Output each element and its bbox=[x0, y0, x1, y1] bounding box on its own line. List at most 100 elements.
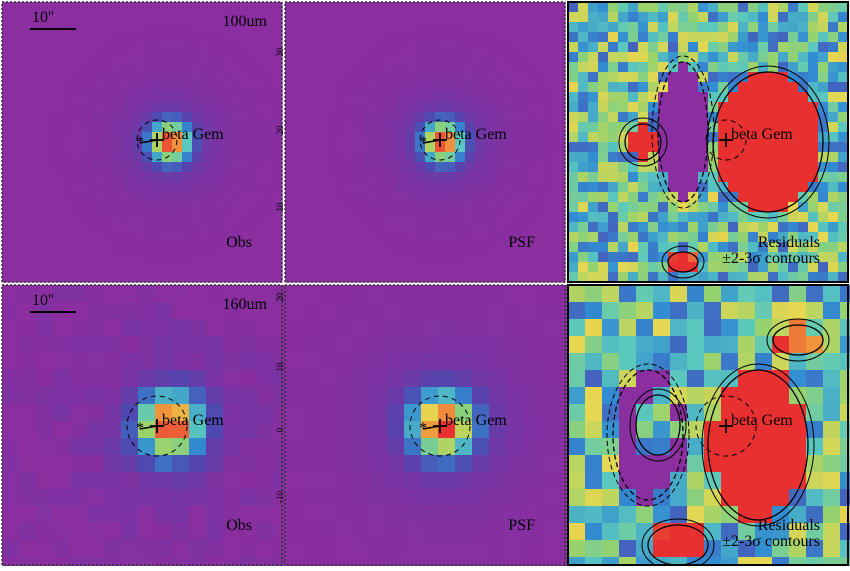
pixel bbox=[53, 370, 71, 388]
pixel bbox=[495, 62, 506, 73]
pixel bbox=[818, 122, 829, 133]
pixel bbox=[619, 438, 637, 456]
pixel bbox=[808, 142, 819, 153]
pixel bbox=[670, 285, 688, 303]
pixel bbox=[545, 62, 556, 73]
pixel bbox=[455, 222, 466, 233]
pixel bbox=[405, 182, 416, 193]
pixel bbox=[728, 122, 739, 133]
pixel bbox=[252, 262, 263, 273]
pixel bbox=[728, 162, 739, 173]
pixel bbox=[53, 285, 71, 303]
pixel bbox=[365, 162, 376, 173]
pixel bbox=[223, 353, 241, 371]
position-cross bbox=[719, 419, 733, 433]
pixel bbox=[142, 232, 153, 243]
pixel bbox=[162, 272, 173, 283]
pixel bbox=[72, 2, 83, 13]
pixel bbox=[598, 202, 609, 213]
pixel bbox=[302, 302, 320, 320]
pixel bbox=[798, 122, 809, 133]
pixel bbox=[305, 272, 316, 283]
pixel bbox=[232, 42, 243, 53]
pixel bbox=[325, 212, 336, 223]
pixel bbox=[405, 112, 416, 123]
pixel bbox=[838, 72, 849, 83]
pixel bbox=[445, 112, 456, 123]
pixel bbox=[223, 336, 241, 354]
pixel bbox=[319, 353, 337, 371]
pixel bbox=[445, 252, 456, 263]
pixel bbox=[385, 42, 396, 53]
pixel bbox=[104, 540, 122, 558]
pixel bbox=[608, 22, 619, 33]
pixel bbox=[387, 370, 405, 388]
pixel bbox=[721, 540, 739, 558]
pixel bbox=[121, 489, 139, 507]
pixel bbox=[515, 222, 526, 233]
pixel bbox=[112, 262, 123, 273]
pixel bbox=[122, 32, 133, 43]
pixel bbox=[758, 62, 769, 73]
pixel bbox=[668, 162, 679, 173]
pixel bbox=[568, 182, 579, 193]
pixel bbox=[618, 72, 629, 83]
pixel bbox=[638, 162, 649, 173]
pixel bbox=[618, 232, 629, 243]
pixel bbox=[206, 421, 224, 439]
pixel bbox=[525, 232, 536, 243]
pixel bbox=[818, 262, 829, 273]
pixel bbox=[455, 540, 473, 558]
pixel bbox=[223, 404, 241, 422]
pixel bbox=[798, 172, 809, 183]
pixel bbox=[668, 12, 679, 23]
pixel bbox=[202, 52, 213, 63]
pixel bbox=[704, 370, 722, 388]
pixel bbox=[262, 152, 273, 163]
pixel bbox=[104, 319, 122, 337]
pixel bbox=[704, 387, 722, 405]
pixel bbox=[778, 132, 789, 143]
pixel bbox=[162, 12, 173, 23]
pixel bbox=[319, 404, 337, 422]
pixel bbox=[262, 42, 273, 53]
pixel bbox=[653, 421, 671, 439]
pixel bbox=[182, 202, 193, 213]
pixel bbox=[818, 32, 829, 43]
pixel bbox=[52, 202, 63, 213]
pixel bbox=[325, 72, 336, 83]
pixel bbox=[404, 455, 422, 473]
pixel bbox=[355, 182, 366, 193]
pixel bbox=[22, 162, 33, 173]
pixel bbox=[465, 42, 476, 53]
pixel bbox=[678, 132, 689, 143]
pixel bbox=[495, 242, 506, 253]
pixel bbox=[823, 438, 841, 456]
pixel bbox=[515, 12, 526, 23]
pixel bbox=[252, 252, 263, 263]
pixel bbox=[302, 523, 320, 541]
pixel bbox=[325, 162, 336, 173]
pixel bbox=[608, 132, 619, 143]
pixel bbox=[32, 52, 43, 63]
pixel bbox=[772, 523, 790, 541]
pixel bbox=[272, 102, 283, 113]
pixel bbox=[545, 172, 556, 183]
pixel bbox=[36, 370, 54, 388]
pixel bbox=[598, 82, 609, 93]
pixel bbox=[172, 182, 183, 193]
pixel bbox=[728, 52, 739, 63]
pixel bbox=[568, 523, 586, 541]
pixel bbox=[704, 319, 722, 337]
contour bbox=[641, 518, 715, 571]
pixel bbox=[192, 42, 203, 53]
pixel bbox=[336, 336, 354, 354]
pixel bbox=[718, 32, 729, 43]
pixel bbox=[708, 62, 719, 73]
pixel bbox=[132, 122, 143, 133]
pixel bbox=[152, 252, 163, 263]
pixel bbox=[598, 142, 609, 153]
pixel bbox=[222, 122, 233, 133]
pixel bbox=[242, 262, 253, 273]
pixel bbox=[2, 92, 13, 103]
